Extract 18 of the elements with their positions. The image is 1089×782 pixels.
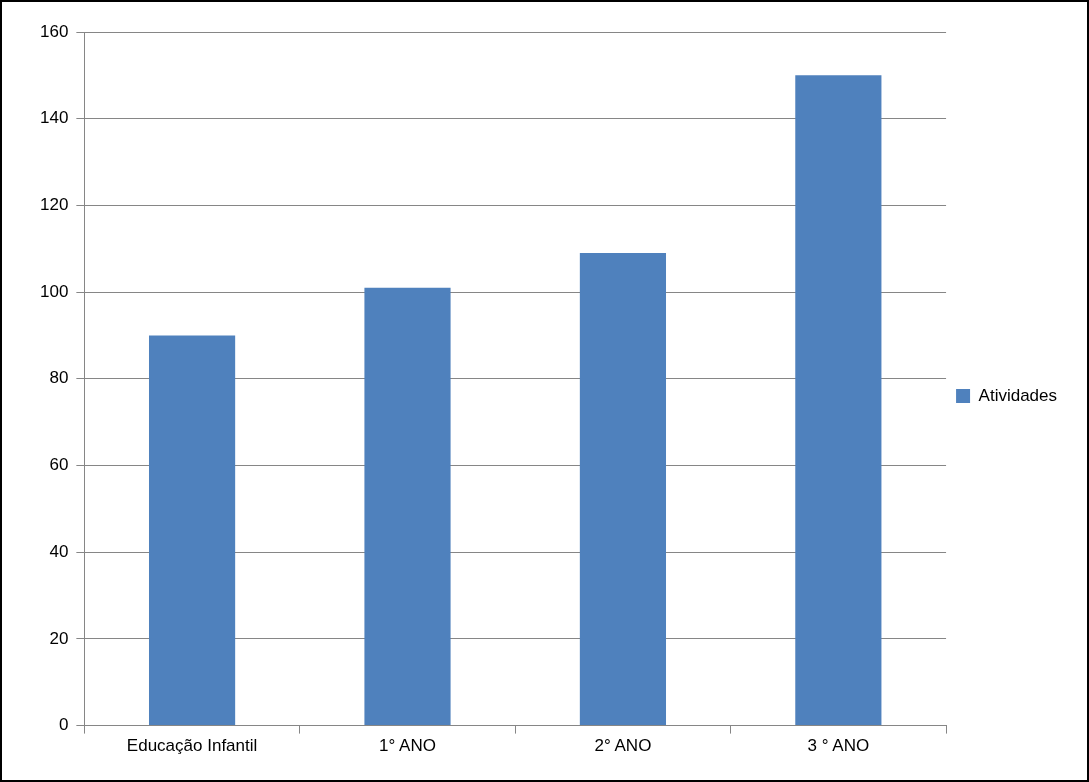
y-tick-label: 60 bbox=[49, 455, 69, 475]
legend-label: Atividades bbox=[978, 385, 1057, 405]
y-tick-label: 80 bbox=[49, 368, 69, 388]
bar bbox=[579, 253, 667, 726]
y-tick-label: 20 bbox=[49, 628, 69, 648]
bar bbox=[148, 335, 236, 726]
x-tick-label: 1° ANO bbox=[379, 736, 436, 756]
x-tick-label: Educação Infantil bbox=[126, 736, 258, 756]
y-tick-label: 160 bbox=[39, 21, 69, 41]
bar bbox=[795, 75, 882, 726]
y-tick-label: 140 bbox=[39, 108, 69, 128]
bar bbox=[364, 287, 451, 726]
x-tick-label: 3 ° ANO bbox=[807, 736, 870, 756]
y-tick-label: 120 bbox=[39, 195, 69, 215]
x-tick-label: 2° ANO bbox=[594, 736, 652, 756]
y-tick-label: 40 bbox=[49, 541, 69, 561]
y-tick-label: 100 bbox=[39, 281, 69, 301]
y-tick-label: 0 bbox=[58, 715, 69, 735]
